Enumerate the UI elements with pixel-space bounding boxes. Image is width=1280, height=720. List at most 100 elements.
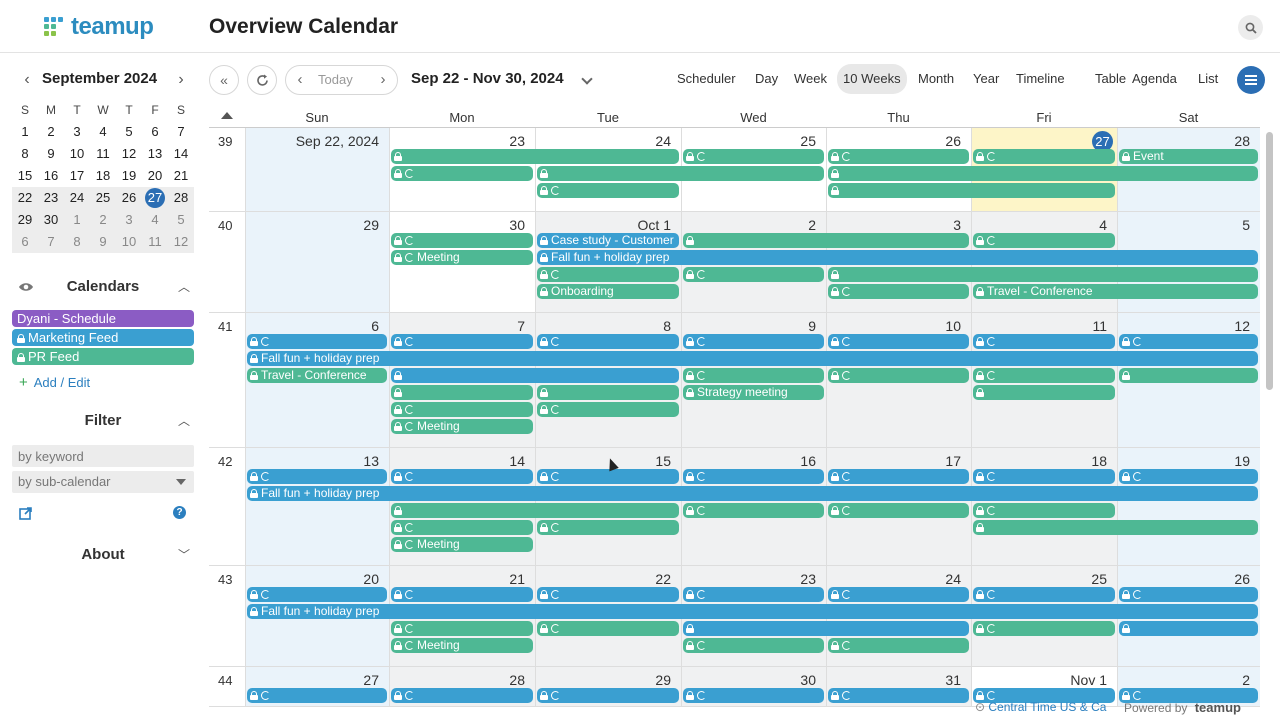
event-bar[interactable]	[973, 688, 1115, 703]
event-bar[interactable]	[828, 166, 1258, 181]
day-number[interactable]: 26	[1234, 571, 1250, 587]
chevron-up-icon[interactable]: ︿	[177, 280, 190, 294]
day-number[interactable]: 5	[1242, 217, 1250, 233]
mini-day[interactable]: 1	[73, 212, 81, 227]
filter-section-header[interactable]: Filter ︿	[12, 410, 194, 432]
event-bar[interactable]	[391, 621, 533, 636]
event-bar[interactable]: Meeting	[391, 250, 533, 265]
event-bar[interactable]	[537, 688, 679, 703]
event-bar[interactable]	[1119, 469, 1258, 484]
day-number[interactable]: 16	[800, 453, 816, 469]
day-number[interactable]: 6	[371, 318, 379, 334]
mini-day[interactable]: 7	[47, 234, 55, 249]
day-number[interactable]: 26	[945, 133, 961, 149]
scroll-up-icon[interactable]	[221, 112, 233, 119]
mini-day[interactable]: 5	[177, 212, 185, 227]
event-bar[interactable]	[973, 621, 1115, 636]
mini-day[interactable]: 13	[147, 146, 163, 161]
mini-day[interactable]: 18	[95, 168, 111, 183]
scrollbar-thumb[interactable]	[1266, 132, 1273, 390]
mini-day[interactable]: 16	[43, 168, 59, 183]
day-number[interactable]: 30	[509, 217, 525, 233]
event-bar[interactable]	[247, 587, 387, 602]
mini-day[interactable]: 28	[173, 190, 189, 205]
event-bar[interactable]	[973, 233, 1115, 248]
next-button[interactable]: ›	[380, 71, 386, 88]
view-table-button[interactable]: Table	[1095, 71, 1127, 86]
day-number[interactable]: 29	[363, 217, 379, 233]
view-10-weeks-button[interactable]: 10 Weeks	[837, 64, 907, 94]
event-bar[interactable]	[537, 469, 679, 484]
mini-day[interactable]: 14	[173, 146, 189, 161]
mini-day[interactable]: 6	[151, 124, 159, 139]
logo[interactable]: teamup	[42, 13, 154, 41]
day-number[interactable]: 22	[655, 571, 671, 587]
event-bar[interactable]	[391, 402, 533, 417]
event-bar[interactable]	[537, 183, 679, 198]
day-number[interactable]: 29	[655, 672, 671, 688]
mini-day[interactable]: 23	[43, 190, 59, 205]
event-bar[interactable]	[828, 469, 969, 484]
event-bar[interactable]	[828, 183, 1115, 198]
day-number[interactable]: 8	[663, 318, 671, 334]
mini-day[interactable]: 3	[73, 124, 81, 139]
event-bar[interactable]	[683, 688, 824, 703]
event-bar[interactable]	[391, 166, 533, 181]
event-bar[interactable]	[973, 368, 1115, 383]
event-bar[interactable]	[973, 149, 1115, 164]
event-bar[interactable]: Travel - Conference	[973, 284, 1258, 299]
day-number[interactable]: 2	[808, 217, 816, 233]
mini-day[interactable]: 10	[121, 234, 137, 249]
event-bar[interactable]	[391, 520, 533, 535]
day-number[interactable]: Sep 22, 2024	[295, 133, 379, 149]
week-number[interactable]: 41	[218, 319, 233, 334]
mini-day[interactable]: 17	[69, 168, 85, 183]
event-bar[interactable]	[683, 638, 824, 653]
day-number[interactable]: 3	[953, 217, 961, 233]
event-bar[interactable]	[973, 385, 1115, 400]
event-bar[interactable]	[537, 520, 679, 535]
event-bar[interactable]: Fall fun + holiday prep	[247, 486, 1258, 501]
subcalendar-filter-select[interactable]: by sub-calendar	[12, 471, 194, 493]
event-bar[interactable]	[828, 284, 969, 299]
event-bar[interactable]	[247, 688, 387, 703]
event-bar[interactable]	[391, 503, 679, 518]
mini-day[interactable]: 4	[99, 124, 107, 139]
view-scheduler-button[interactable]: Scheduler	[677, 71, 736, 86]
event-bar[interactable]	[683, 469, 824, 484]
week-number[interactable]: 40	[218, 218, 233, 233]
event-bar[interactable]	[973, 520, 1258, 535]
export-icon[interactable]	[19, 506, 33, 520]
mini-day[interactable]: 12	[121, 146, 137, 161]
event-bar[interactable]: Travel - Conference	[247, 368, 387, 383]
event-bar[interactable]	[1119, 368, 1258, 383]
event-bar[interactable]: Onboarding	[537, 284, 679, 299]
event-bar[interactable]	[391, 469, 533, 484]
mini-day[interactable]: 9	[47, 146, 55, 161]
day-number[interactable]: 19	[1234, 453, 1250, 469]
day-number[interactable]: 23	[509, 133, 525, 149]
day-number[interactable]: Nov 1	[1070, 672, 1107, 688]
event-bar[interactable]	[828, 688, 969, 703]
event-bar[interactable]	[683, 368, 824, 383]
day-number[interactable]: 15	[655, 453, 671, 469]
refresh-button[interactable]	[247, 65, 277, 95]
mini-day[interactable]: 5	[125, 124, 133, 139]
day-number[interactable]: 25	[800, 133, 816, 149]
chevron-down-icon[interactable]	[581, 73, 593, 85]
event-bar[interactable]	[391, 149, 679, 164]
event-bar[interactable]	[828, 368, 969, 383]
view-day-button[interactable]: Day	[755, 71, 779, 86]
add-edit-link[interactable]: + Add / Edit	[19, 374, 90, 391]
event-bar[interactable]	[391, 385, 533, 400]
day-number[interactable]: 18	[1091, 453, 1107, 469]
previous-button[interactable]: ‹	[297, 71, 303, 88]
mini-day[interactable]: 6	[21, 234, 29, 249]
mini-day[interactable]: 11	[96, 146, 110, 161]
day-number[interactable]: 7	[517, 318, 525, 334]
event-bar[interactable]	[247, 334, 387, 349]
event-bar[interactable]	[247, 469, 387, 484]
day-number[interactable]: 30	[800, 672, 816, 688]
day-number[interactable]: 10	[945, 318, 961, 334]
event-bar[interactable]	[391, 688, 533, 703]
